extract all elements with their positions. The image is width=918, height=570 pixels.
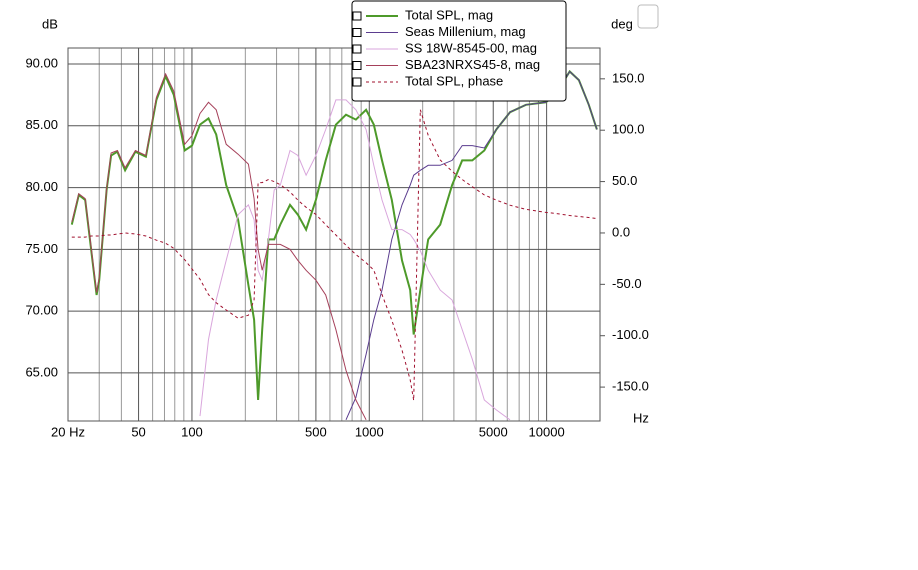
- y2-tick-label: 0.0: [612, 224, 630, 239]
- series-line: [70, 69, 598, 401]
- y2-tick-label: 150.0: [612, 70, 645, 85]
- legend-checkbox[interactable]: [352, 11, 362, 21]
- y2-axis-label: deg: [611, 16, 633, 31]
- legend-label: SS 18W-8545-00, mag: [405, 40, 537, 55]
- legend-checkbox[interactable]: [352, 77, 362, 87]
- legend-checkbox[interactable]: [352, 28, 362, 37]
- legend-label: Seas Millenium, mag: [405, 24, 526, 39]
- legend-checkbox[interactable]: [352, 61, 362, 70]
- legend-box: [351, 0, 567, 102]
- x-axis-label: Hz: [633, 410, 649, 425]
- legend-checkbox[interactable]: [352, 44, 362, 54]
- y-tick-label: 65.00: [25, 364, 58, 379]
- x-tick-label: 100: [181, 424, 203, 439]
- y2-tick-label: 50.0: [612, 173, 637, 188]
- y2-tick-label: 100.0: [612, 122, 645, 137]
- y-tick-label: 70.00: [25, 303, 58, 318]
- y2-tick-label: -100.0: [612, 327, 649, 342]
- series-line: [199, 99, 511, 421]
- y2-tick-label: -150.0: [612, 379, 649, 394]
- y-tick-label: 85.00: [25, 117, 58, 132]
- x-tick-label: 5000: [479, 424, 508, 439]
- series-line: [71, 109, 597, 401]
- y-tick-label: 75.00: [25, 241, 58, 256]
- legend-label: Total SPL, phase: [405, 73, 503, 88]
- y-tick-label: 80.00: [25, 179, 58, 194]
- x-tick-label: 500: [305, 424, 327, 439]
- legend-label: Total SPL, mag: [405, 7, 493, 22]
- x-tick-label: 20 Hz: [51, 424, 85, 439]
- checkbox[interactable]: [637, 4, 659, 29]
- plot-frame: [67, 47, 601, 422]
- legend-label: SBA23NRXS45-8, mag: [405, 57, 540, 72]
- x-tick-label: 10000: [529, 424, 565, 439]
- y-axis-label: dB: [42, 16, 58, 31]
- y-tick-label: 90.00: [25, 55, 58, 70]
- y2-tick-label: -50.0: [612, 276, 642, 291]
- x-tick-label: 1000: [355, 424, 384, 439]
- x-tick-label: 50: [131, 424, 145, 439]
- series-line: [71, 72, 367, 421]
